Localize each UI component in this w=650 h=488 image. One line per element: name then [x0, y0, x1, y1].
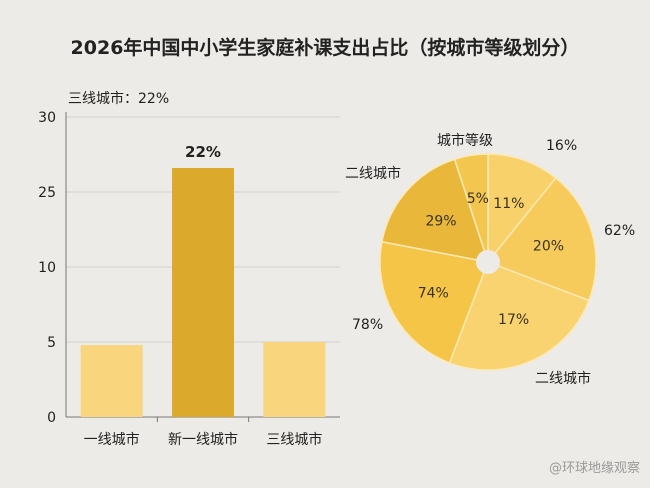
y-tick-label: 10 [38, 260, 56, 276]
pie-outer-label: 78% [352, 317, 383, 333]
pie-slice-label: 5% [467, 191, 489, 207]
x-tick-label: 新一线城市 [168, 431, 238, 448]
bar [263, 342, 326, 417]
pie-slice [453, 153, 489, 263]
x-tick-label: 三线城市 [266, 431, 322, 448]
donut-hole [476, 250, 500, 274]
pie-slice [379, 240, 490, 364]
pie-slice [487, 153, 557, 265]
pie-slice [448, 261, 590, 371]
y-tick-label: 5 [47, 335, 56, 351]
bar [80, 345, 143, 417]
bar-annotation: 三线城市：22% [68, 90, 169, 107]
y-tick-label: 25 [38, 185, 56, 201]
pie-outer-label: 62% [604, 223, 635, 239]
pie-slice-label: 29% [425, 214, 456, 230]
pie-slice-label: 20% [533, 239, 564, 255]
pie-outer-label: 16% [546, 138, 577, 154]
pie-slice-label: 74% [418, 286, 449, 302]
x-tick-label: 一线城市 [84, 431, 140, 448]
watermark: @环球地缘观察 [549, 461, 640, 476]
bar-data-label: 22% [185, 143, 221, 161]
pie-outer-label: 二线城市 [345, 165, 401, 182]
y-tick-label: 30 [38, 110, 56, 126]
chart-title: 2026年中国中小学生家庭补课支出占比（按城市等级划分） [71, 36, 580, 59]
pie-slice [381, 158, 490, 263]
pie-title: 城市等级 [437, 132, 493, 149]
pie-slice-label: 11% [493, 196, 524, 212]
bar [172, 168, 234, 417]
pie-outer-label: 二线城市 [535, 370, 591, 387]
pie-slice [486, 176, 597, 302]
y-tick-label: 0 [47, 410, 56, 426]
pie-slice-label: 17% [498, 312, 529, 328]
